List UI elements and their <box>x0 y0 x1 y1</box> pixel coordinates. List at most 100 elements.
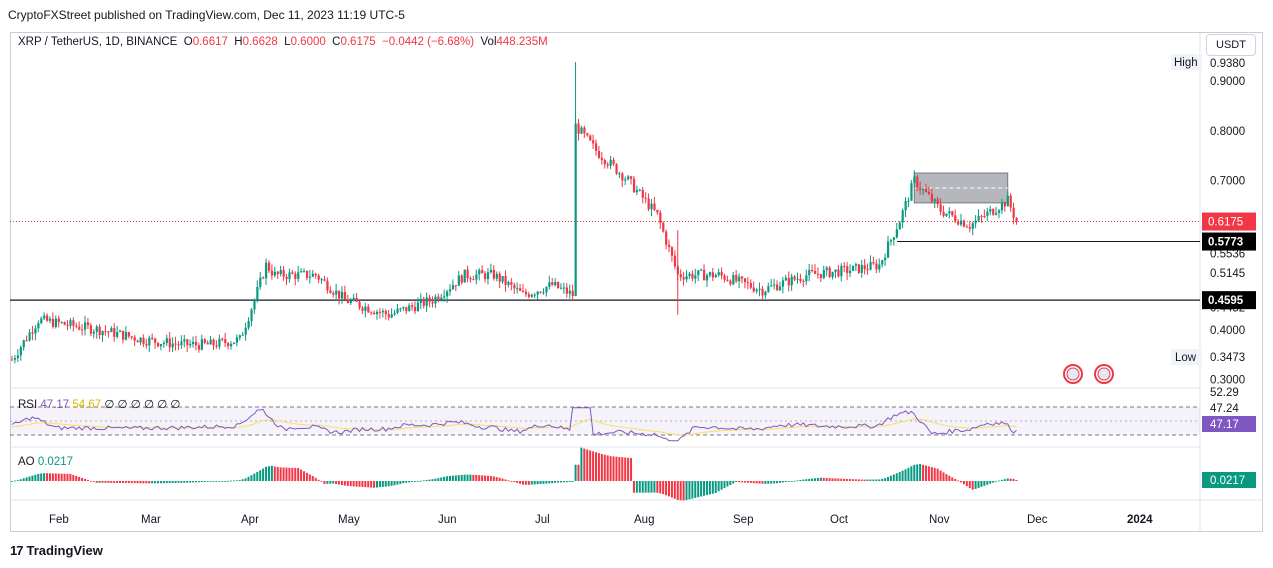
candle-body <box>472 279 475 281</box>
candle-body <box>974 220 977 224</box>
ao-bar <box>215 481 218 482</box>
ao-bar <box>638 481 641 493</box>
ao-bar <box>717 481 720 492</box>
ao-bar <box>916 464 919 481</box>
ao-bar <box>338 481 341 485</box>
ao-bar <box>40 473 43 481</box>
ao-bar <box>489 476 492 481</box>
tradingview-logo-icon: 17 <box>10 543 24 558</box>
ao-bar <box>110 481 113 483</box>
candle-body <box>761 288 764 296</box>
candle-body <box>846 266 849 274</box>
candle-body <box>244 327 247 335</box>
ao-bar <box>703 481 706 496</box>
candle-body <box>843 265 846 267</box>
candle-body <box>597 150 601 158</box>
candle-body <box>723 275 726 280</box>
candle-body <box>113 328 116 337</box>
ao-bar <box>127 481 130 484</box>
ao-bar <box>630 458 633 481</box>
candle-body <box>738 276 741 282</box>
candle-body <box>884 257 887 261</box>
candle-body <box>486 272 490 280</box>
candle-body <box>303 270 306 272</box>
candle-body <box>656 209 659 213</box>
ao-bar <box>308 474 311 481</box>
candle-body <box>431 301 434 304</box>
rsi-axis-label: 47.24 <box>1210 403 1239 415</box>
candle-body <box>1009 195 1012 208</box>
candle-body <box>849 270 852 274</box>
ao-bar <box>98 481 101 483</box>
ao-bar <box>962 481 965 485</box>
change-value: −0.0442 (−6.68%) <box>382 36 475 48</box>
ao-bar <box>253 473 256 481</box>
candle-body <box>180 341 183 346</box>
candle-body <box>276 271 279 275</box>
candle-body <box>294 273 297 279</box>
ao-bar <box>212 481 215 482</box>
footer-brand[interactable]: 17 TradingView <box>10 543 103 558</box>
ao-bar <box>291 467 294 481</box>
ao-bar <box>408 481 411 483</box>
currency-button[interactable]: USDT <box>1206 34 1256 56</box>
ao-bar <box>113 481 116 483</box>
candle-body <box>69 320 72 326</box>
candle-body <box>1015 217 1018 222</box>
close-label: C <box>332 36 341 48</box>
ao-bar <box>358 481 361 487</box>
ao-bar <box>230 480 232 482</box>
candle-body <box>165 338 168 344</box>
ao-bar <box>860 479 863 481</box>
ao-bar <box>729 481 732 486</box>
publisher-text: CryptoFXStreet published on TradingView.… <box>8 8 405 22</box>
candle-body <box>805 275 808 282</box>
candle-body <box>778 286 782 291</box>
candle-body <box>22 340 25 348</box>
candle-body <box>311 273 314 277</box>
candle-body <box>530 294 533 297</box>
candle-body <box>857 264 860 273</box>
candle-body <box>948 211 951 214</box>
candle-body <box>349 300 352 303</box>
ao-bar <box>434 478 437 481</box>
ao-bar <box>857 479 860 481</box>
candles <box>11 116 1018 364</box>
price-tick-label: 0.3000 <box>1210 375 1245 387</box>
low-value-label: 0.3473 <box>1210 352 1245 364</box>
candle-body <box>449 289 452 292</box>
ao-bar <box>995 481 998 482</box>
chart-frame[interactable] <box>10 32 1263 532</box>
candle-body <box>492 269 495 279</box>
current-price-tag <box>1202 212 1256 231</box>
ao-bar <box>399 481 402 484</box>
candle-body <box>218 338 221 347</box>
ao-bar <box>16 480 19 481</box>
close-value: 0.6175 <box>340 36 376 48</box>
ao-bar <box>472 474 475 481</box>
ao-bar <box>790 481 793 482</box>
ao-bar <box>57 473 60 481</box>
open-value: 0.6617 <box>192 36 228 48</box>
ao-bar <box>948 475 951 481</box>
candle-body <box>621 173 624 181</box>
ao-bar <box>644 481 647 493</box>
ao-bar <box>656 481 659 493</box>
candle-body <box>110 328 113 333</box>
ao-bar <box>764 481 767 484</box>
ao-bar <box>451 475 454 481</box>
ao-bar <box>936 468 939 481</box>
ao-bar <box>930 467 933 481</box>
candle-body <box>241 334 244 336</box>
candle-body <box>484 273 487 280</box>
ao-bar <box>898 472 901 481</box>
candle-body <box>1003 202 1006 207</box>
candle-body <box>54 318 57 327</box>
candle-body <box>151 337 154 339</box>
ao-bar <box>627 457 630 481</box>
candle-body <box>787 277 790 286</box>
ao-bar <box>352 481 355 487</box>
candle-body <box>157 342 160 347</box>
ao-bar <box>571 481 574 482</box>
